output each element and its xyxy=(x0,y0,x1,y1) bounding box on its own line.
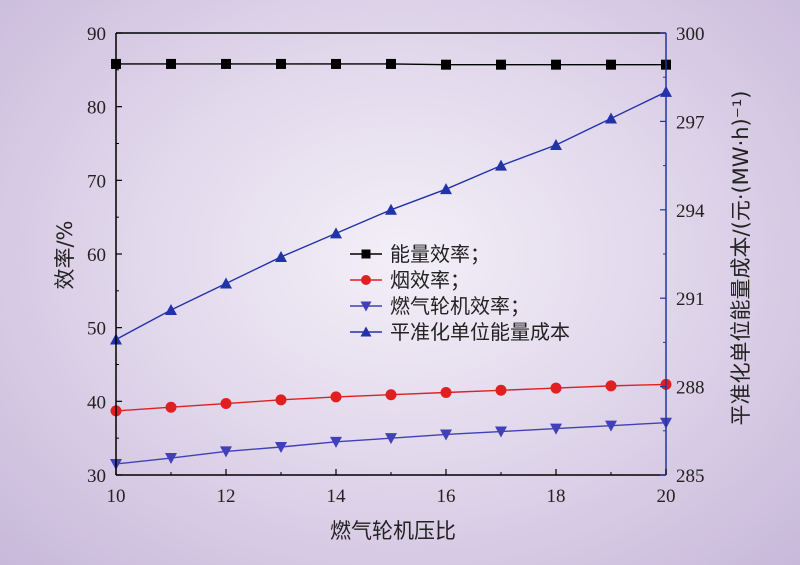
legend-label: 平准化单位能量成本 xyxy=(390,320,570,344)
y-right-tick-label: 291 xyxy=(676,289,705,310)
data-point xyxy=(495,159,507,171)
data-point xyxy=(165,303,177,315)
y-left-tick-label: 40 xyxy=(87,392,106,413)
legend-marker xyxy=(361,249,371,259)
y-right-tick-label: 294 xyxy=(676,201,705,222)
y-right-tick-label: 285 xyxy=(676,466,705,487)
data-point xyxy=(605,112,617,124)
data-point xyxy=(165,453,177,465)
legend-marker xyxy=(360,301,372,312)
y-left-tick-label: 60 xyxy=(87,245,106,266)
data-point xyxy=(385,433,397,445)
data-point xyxy=(220,398,232,410)
y-left-tick-label: 80 xyxy=(87,98,106,119)
data-point xyxy=(330,391,342,403)
y-axis-left-title: 效率/% xyxy=(53,220,77,289)
x-axis-title: 燃气轮机压比 xyxy=(330,519,456,543)
legend-label: 燃气轮机效率； xyxy=(390,294,530,318)
data-point xyxy=(441,59,451,70)
legend-label: 能量效率； xyxy=(390,242,490,266)
data-point xyxy=(330,436,342,448)
axes-layer: 10 12 14 16 18 20 30 40 50 60 70 80 90 285 288 291 294 29… xyxy=(87,24,705,507)
y-right-tick-label: 288 xyxy=(676,378,705,399)
data-point xyxy=(385,389,397,401)
y-axis-right-title: 平准化单位能量成本/(元·(MW·h)⁻¹) xyxy=(729,91,753,426)
data-point xyxy=(606,59,616,70)
data-point xyxy=(550,423,562,435)
y-right-tick-label: 297 xyxy=(676,112,705,133)
data-point xyxy=(331,58,341,69)
data-point xyxy=(330,227,342,239)
data-point xyxy=(550,382,562,394)
x-tick-label: 20 xyxy=(657,486,676,507)
data-point xyxy=(440,429,452,441)
data-point xyxy=(165,401,177,413)
legend-marker xyxy=(361,275,371,285)
data-point xyxy=(221,58,231,69)
data-point xyxy=(275,394,287,406)
x-tick-label: 10 xyxy=(107,486,126,507)
x-tick-label: 16 xyxy=(437,486,456,507)
x-tick-label: 12 xyxy=(217,486,236,507)
data-point xyxy=(275,442,287,454)
data-point xyxy=(551,59,561,70)
data-point xyxy=(440,386,452,398)
x-tick-label: 18 xyxy=(547,486,566,507)
legend: 能量效率；烟效率；燃气轮机效率；平准化单位能量成本 xyxy=(350,242,570,344)
data-point xyxy=(550,138,562,150)
data-point xyxy=(605,420,617,432)
data-point xyxy=(496,59,506,70)
y-left-tick-label: 30 xyxy=(87,466,106,487)
legend-label: 烟效率； xyxy=(390,268,470,292)
data-point xyxy=(605,380,617,392)
data-point xyxy=(220,446,232,458)
legend-marker xyxy=(360,326,372,337)
data-point xyxy=(495,384,507,396)
data-point xyxy=(386,58,396,69)
x-tick-label: 14 xyxy=(327,486,347,507)
data-point xyxy=(385,203,397,215)
series-layer xyxy=(110,58,672,470)
data-point xyxy=(440,183,452,195)
data-point xyxy=(275,250,287,262)
data-point xyxy=(220,277,232,289)
data-point xyxy=(495,426,507,438)
y-left-tick-label: 90 xyxy=(87,24,106,45)
data-point xyxy=(276,58,286,69)
y-right-tick-label: 300 xyxy=(676,24,705,45)
y-left-tick-label: 50 xyxy=(87,319,106,340)
y-left-tick-label: 70 xyxy=(87,171,106,192)
data-point xyxy=(166,58,176,69)
